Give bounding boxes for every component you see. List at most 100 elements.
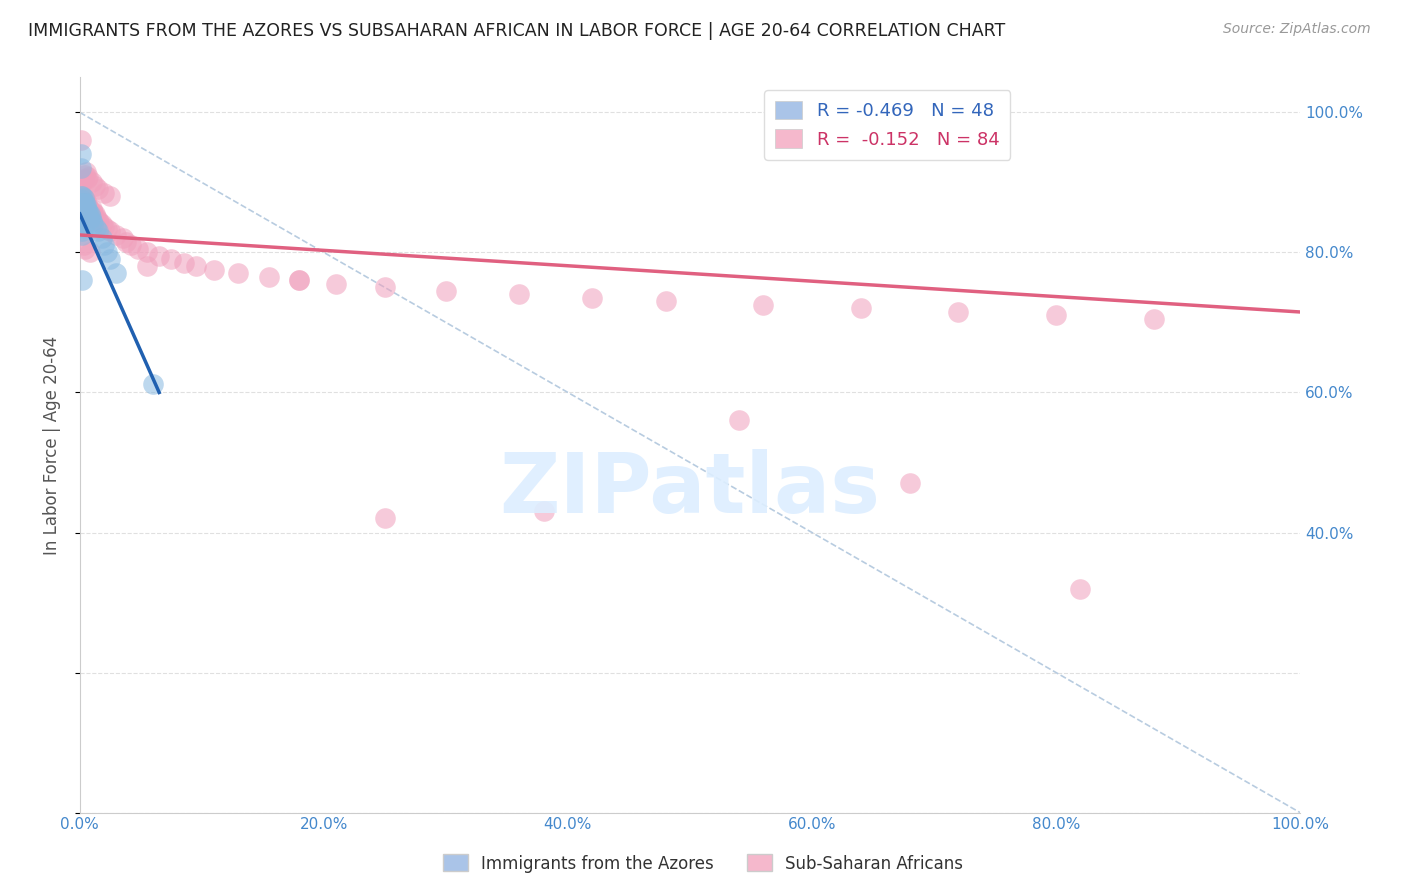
Point xyxy=(72,273,94,287)
Point xyxy=(80,209,103,223)
Point xyxy=(76,207,98,221)
Point xyxy=(136,245,159,260)
Point xyxy=(93,238,115,252)
Point xyxy=(752,298,775,312)
Point xyxy=(72,207,94,221)
Point xyxy=(73,196,96,211)
Point xyxy=(70,161,93,176)
Point xyxy=(75,209,97,223)
Point xyxy=(228,267,250,281)
Point xyxy=(77,211,100,225)
Point xyxy=(90,218,112,232)
Point xyxy=(100,189,122,203)
Legend: Immigrants from the Azores, Sub-Saharan Africans: Immigrants from the Azores, Sub-Saharan … xyxy=(436,847,970,880)
Point xyxy=(80,207,103,221)
Text: Source: ZipAtlas.com: Source: ZipAtlas.com xyxy=(1223,22,1371,37)
Point xyxy=(72,176,94,190)
Point xyxy=(288,273,311,287)
Point xyxy=(72,227,94,242)
Point xyxy=(508,287,530,301)
Legend: R = -0.469   N = 48, R =  -0.152   N = 84: R = -0.469 N = 48, R = -0.152 N = 84 xyxy=(765,90,1011,160)
Point xyxy=(83,178,105,193)
Point xyxy=(75,195,97,210)
Point xyxy=(72,200,94,214)
Point xyxy=(73,207,96,221)
Point xyxy=(72,219,94,233)
Point xyxy=(374,280,396,294)
Point xyxy=(257,270,280,285)
Point xyxy=(70,200,93,214)
Point xyxy=(72,209,94,223)
Point xyxy=(72,202,94,216)
Point xyxy=(727,413,749,427)
Point xyxy=(80,214,103,228)
Point xyxy=(70,133,93,147)
Point xyxy=(96,245,118,260)
Point xyxy=(100,252,122,267)
Point xyxy=(76,172,98,186)
Point xyxy=(115,235,138,249)
Point xyxy=(948,305,970,319)
Point xyxy=(72,189,94,203)
Point xyxy=(76,196,98,211)
Point xyxy=(1045,309,1067,323)
Point xyxy=(173,256,195,270)
Point xyxy=(72,196,94,211)
Point xyxy=(148,249,170,263)
Point xyxy=(79,245,101,260)
Y-axis label: In Labor Force | Age 20-64: In Labor Force | Age 20-64 xyxy=(44,335,60,555)
Point xyxy=(72,189,94,203)
Point xyxy=(581,291,603,305)
Point xyxy=(160,252,183,267)
Point xyxy=(73,169,96,183)
Point xyxy=(84,211,107,225)
Point xyxy=(90,231,112,245)
Point xyxy=(77,200,100,214)
Point xyxy=(87,182,110,196)
Text: IMMIGRANTS FROM THE AZORES VS SUBSAHARAN AFRICAN IN LABOR FORCE | AGE 20-64 CORR: IMMIGRANTS FROM THE AZORES VS SUBSAHARAN… xyxy=(28,22,1005,40)
Point xyxy=(76,211,98,225)
Point xyxy=(79,211,101,226)
Point xyxy=(73,211,96,226)
Point xyxy=(105,227,128,242)
Point xyxy=(100,224,122,238)
Point xyxy=(849,301,872,316)
Point xyxy=(87,212,110,227)
Point xyxy=(73,218,96,232)
Point xyxy=(898,476,921,491)
Point xyxy=(82,205,104,219)
Point xyxy=(76,202,98,216)
Point xyxy=(75,202,97,216)
Point xyxy=(80,211,103,225)
Point xyxy=(127,242,149,256)
Point xyxy=(75,203,97,218)
Point xyxy=(75,198,97,212)
Point xyxy=(374,511,396,525)
Point xyxy=(72,172,94,186)
Point xyxy=(72,224,94,238)
Point xyxy=(70,211,93,225)
Point xyxy=(75,165,97,179)
Point xyxy=(111,231,134,245)
Point xyxy=(136,260,159,274)
Point xyxy=(93,219,115,234)
Point xyxy=(70,147,93,161)
Point xyxy=(77,207,100,221)
Point xyxy=(72,198,94,212)
Point xyxy=(73,199,96,213)
Point xyxy=(1142,312,1164,326)
Point xyxy=(84,221,107,235)
Point xyxy=(142,377,165,392)
Point xyxy=(89,215,111,229)
Point xyxy=(70,196,93,211)
Point xyxy=(1069,582,1091,596)
Point xyxy=(72,193,94,207)
Point xyxy=(72,207,94,221)
Point xyxy=(76,203,98,218)
Point xyxy=(70,188,93,202)
Point xyxy=(70,193,93,207)
Point xyxy=(79,207,101,221)
Point xyxy=(105,267,128,281)
Point xyxy=(73,202,96,216)
Point xyxy=(325,277,347,291)
